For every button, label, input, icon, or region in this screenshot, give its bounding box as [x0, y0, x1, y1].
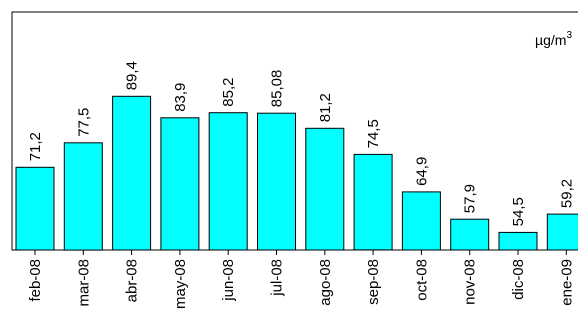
category-label-abr-08: abr-08 [124, 259, 141, 302]
category-label-sep-08: sep-08 [365, 259, 382, 305]
value-label-ago-08: 81,2 [317, 93, 334, 122]
value-label-nov-08: 57,9 [462, 184, 479, 213]
value-label-jul-08: 85,08 [269, 70, 286, 108]
category-label-feb-08: feb-08 [27, 259, 44, 302]
unit-prefix: µg/m [535, 32, 566, 48]
category-label-jun-08: jun-08 [220, 259, 237, 302]
category-label-ene-09: ene-09 [558, 259, 575, 306]
value-label-may-08: 83,9 [172, 83, 189, 112]
unit-superscript: 3 [566, 30, 572, 41]
value-label-jun-08: 85,2 [220, 77, 237, 106]
bar-sep-08 [353, 153, 393, 251]
category-label-mar-08: mar-08 [75, 259, 92, 307]
category-label-oct-08: oct-08 [413, 259, 430, 301]
category-label-may-08: may-08 [172, 259, 189, 309]
bar-mar-08 [63, 142, 103, 251]
unit-label: µg/m3 [535, 30, 572, 48]
bars-group [15, 95, 578, 251]
value-label-mar-08: 77,5 [75, 108, 92, 137]
value-labels-group: 71,2 77,5 89,4 83,9 85,2 85,08 81,2 74,5 64,9 57,… [27, 61, 575, 226]
bar-jun-08 [208, 112, 248, 251]
value-label-dic-08: 54,5 [510, 197, 527, 226]
category-labels-group: feb-08 mar-08 abr-08 may-08 jun-08 jul-08 ago-… [27, 259, 575, 309]
category-label-nov-08: nov-08 [462, 259, 479, 305]
value-label-sep-08: 74,5 [365, 119, 382, 148]
value-label-abr-08: 89,4 [124, 61, 141, 90]
bar-ago-08 [305, 127, 345, 251]
bar-abr-08 [112, 95, 152, 251]
bar-nov-08 [450, 218, 490, 251]
bar-may-08 [160, 117, 200, 251]
bar-feb-08 [15, 166, 55, 251]
value-label-feb-08: 71,2 [27, 132, 44, 161]
category-label-dic-08: dic-08 [510, 259, 527, 300]
value-label-oct-08: 64,9 [413, 157, 430, 186]
bar-dic-08 [498, 231, 538, 251]
category-label-ago-08: ago-08 [317, 259, 334, 306]
bar-ene-09 [546, 213, 578, 251]
tick-marks-group [34, 250, 567, 255]
value-label-ene-09: 59,2 [558, 179, 575, 208]
bar-jul-08 [257, 112, 296, 251]
bar-oct-08 [401, 191, 441, 251]
category-label-jul-08: jul-08 [269, 259, 286, 297]
